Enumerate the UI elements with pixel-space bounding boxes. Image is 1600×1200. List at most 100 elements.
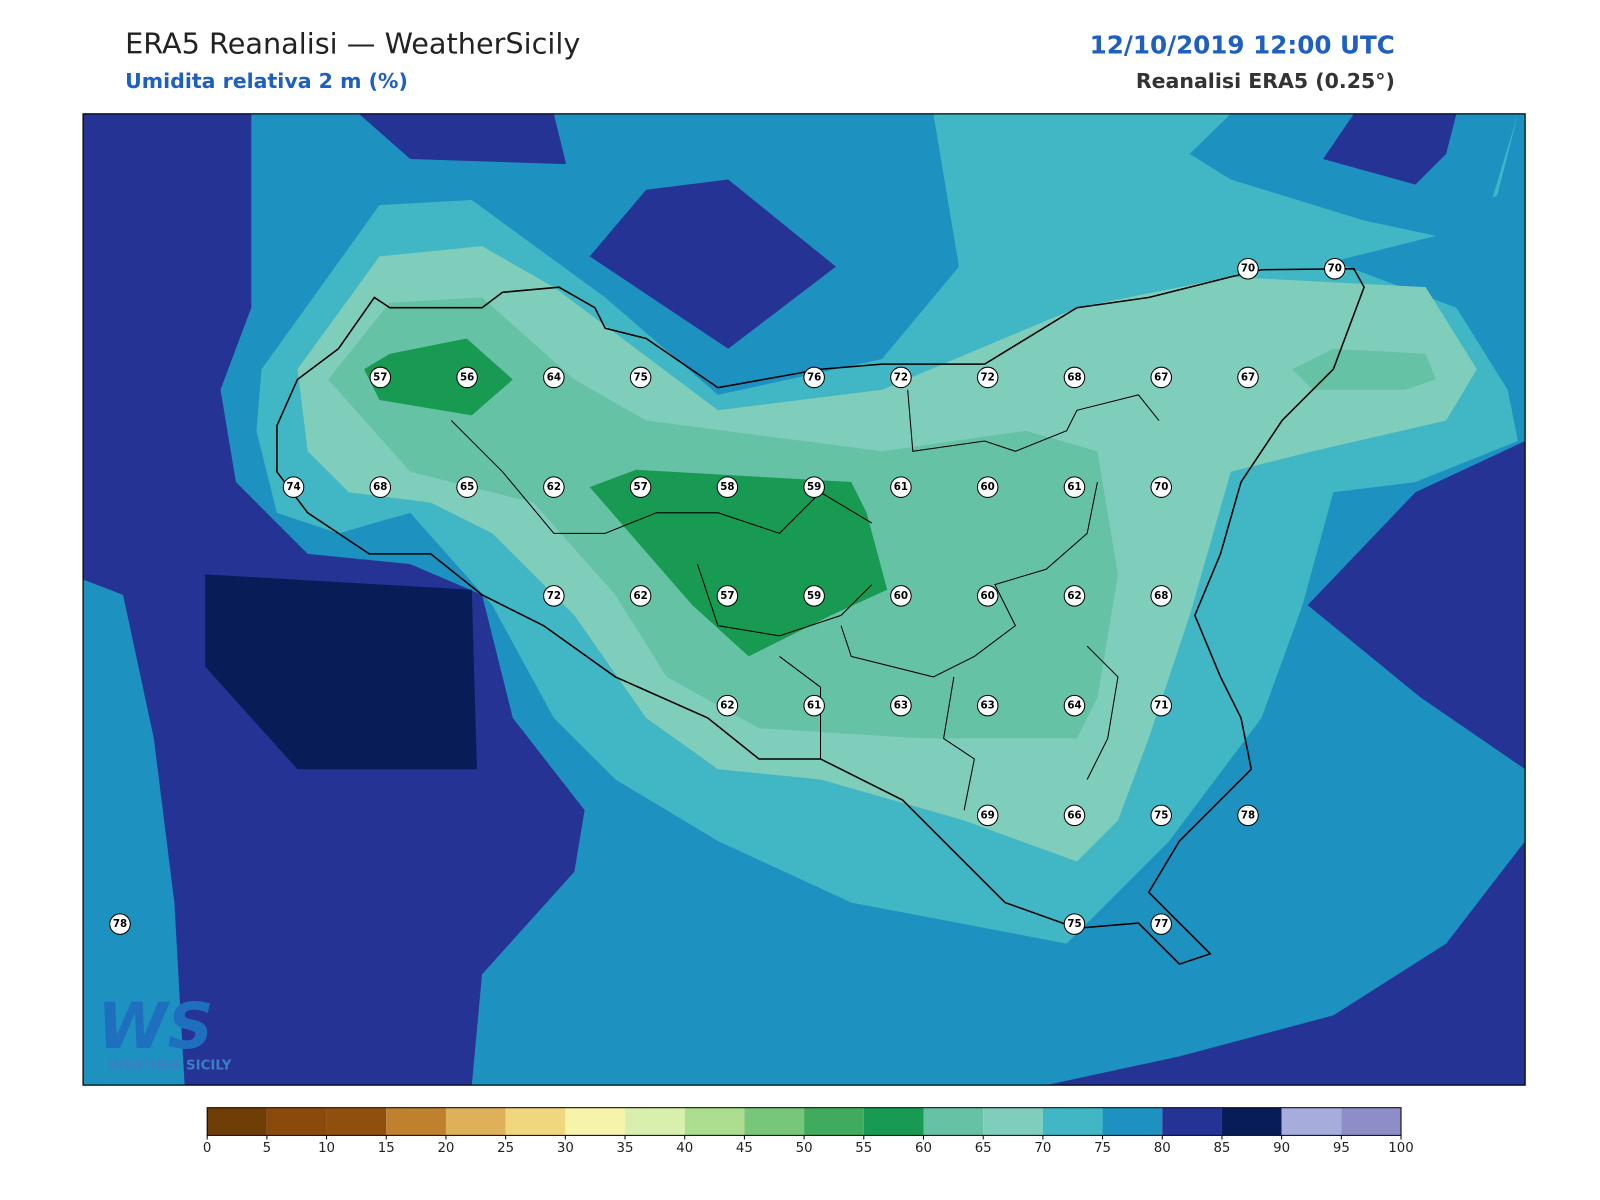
station-marker bbox=[890, 476, 912, 498]
colorbar-swatch bbox=[1162, 1107, 1222, 1136]
station: 70 bbox=[1150, 476, 1172, 498]
station-value: 74 bbox=[286, 481, 300, 493]
station-value: 76 bbox=[807, 371, 821, 383]
station: 56 bbox=[456, 366, 478, 389]
station-value: 57 bbox=[373, 371, 387, 383]
colorbar-tick-label: 90 bbox=[1273, 1141, 1290, 1156]
colorbar-tick-label: 45 bbox=[736, 1141, 753, 1156]
station-marker bbox=[1063, 913, 1086, 935]
station: 78 bbox=[1237, 804, 1259, 827]
logo-text: WEATHER SICILY bbox=[109, 1059, 232, 1074]
humidity-band bbox=[364, 338, 513, 416]
humidity-band bbox=[358, 113, 567, 165]
colorbar-swatch bbox=[1042, 1107, 1103, 1136]
station-value: 77 bbox=[1154, 918, 1168, 930]
station: 72 bbox=[543, 585, 565, 607]
station-marker bbox=[803, 476, 825, 498]
station: 77 bbox=[1150, 913, 1172, 935]
colorbar-tick-label: 50 bbox=[796, 1141, 813, 1156]
colorbar-tick-label: 100 bbox=[1388, 1141, 1413, 1156]
source: Reanalisi ERA5 (0.25°) bbox=[1136, 69, 1395, 93]
station-marker bbox=[716, 585, 739, 607]
colorbar-swatch bbox=[625, 1107, 685, 1136]
station-marker bbox=[1150, 366, 1172, 389]
colorbar-swatch bbox=[565, 1107, 626, 1136]
province-borders bbox=[450, 389, 1160, 811]
station: 58 bbox=[716, 476, 739, 498]
station-value: 57 bbox=[633, 481, 647, 493]
station: 62 bbox=[543, 476, 565, 498]
station: 61 bbox=[890, 476, 912, 498]
station: 72 bbox=[890, 366, 912, 389]
station-marker bbox=[543, 476, 565, 498]
station-value: 64 bbox=[547, 371, 561, 383]
station-value: 75 bbox=[1067, 918, 1081, 930]
station-value: 62 bbox=[633, 590, 647, 602]
station-marker bbox=[803, 585, 825, 607]
colorbar-tick-label: 40 bbox=[676, 1141, 693, 1156]
station-value: 70 bbox=[1328, 263, 1342, 275]
station-marker bbox=[1063, 366, 1086, 389]
colorbar-tick-label: 65 bbox=[975, 1141, 992, 1156]
station-marker bbox=[456, 366, 478, 389]
station-marker bbox=[1324, 257, 1346, 280]
station-marker bbox=[1063, 585, 1086, 607]
station-marker bbox=[976, 804, 999, 827]
station-marker bbox=[629, 366, 652, 389]
colorbar-swatch bbox=[744, 1107, 805, 1136]
map-frame bbox=[82, 113, 1526, 1086]
station: 62 bbox=[629, 585, 652, 607]
colorbar-swatch bbox=[266, 1107, 327, 1136]
station-value: 59 bbox=[807, 481, 821, 493]
station: 70 bbox=[1324, 257, 1346, 280]
colorbar-tick-label: 30 bbox=[557, 1141, 574, 1156]
station-value: 66 bbox=[1067, 809, 1081, 821]
station: 70 bbox=[1237, 257, 1259, 280]
station-marker bbox=[1150, 694, 1172, 717]
station: 65 bbox=[456, 476, 478, 498]
station-value: 72 bbox=[894, 371, 908, 383]
colorbar-tick-label: 70 bbox=[1034, 1141, 1051, 1156]
station-value: 64 bbox=[1067, 700, 1081, 712]
station-marker bbox=[1150, 804, 1172, 827]
station: 57 bbox=[369, 366, 392, 389]
station-marker bbox=[1150, 476, 1172, 498]
station-value: 61 bbox=[807, 700, 821, 712]
station-marker bbox=[369, 476, 392, 498]
station-value: 56 bbox=[460, 371, 474, 383]
station: 62 bbox=[716, 694, 739, 717]
station: 57 bbox=[716, 585, 739, 607]
station: 60 bbox=[976, 476, 999, 498]
station-value: 70 bbox=[1241, 263, 1255, 275]
colorbar-tick-label: 5 bbox=[263, 1141, 271, 1156]
station-value: 60 bbox=[894, 590, 908, 602]
station-value: 62 bbox=[1067, 590, 1081, 602]
station-value: 70 bbox=[1154, 481, 1168, 493]
humidity-band bbox=[589, 469, 888, 657]
station: 78 bbox=[109, 913, 131, 935]
station: 68 bbox=[1150, 585, 1172, 607]
station-value: 75 bbox=[1154, 809, 1168, 821]
station-value: 78 bbox=[1241, 809, 1255, 821]
station: 64 bbox=[1063, 694, 1086, 717]
station-marker bbox=[282, 476, 305, 498]
colorbar-swatch bbox=[863, 1107, 924, 1136]
colorbar-tick-label: 80 bbox=[1154, 1141, 1171, 1156]
station-value: 78 bbox=[113, 918, 127, 930]
station: 62 bbox=[1063, 585, 1086, 607]
station: 69 bbox=[976, 804, 999, 827]
station-value: 63 bbox=[894, 700, 908, 712]
station: 68 bbox=[369, 476, 392, 498]
station-marker bbox=[716, 476, 739, 498]
station-marker bbox=[1063, 476, 1086, 498]
station-value: 67 bbox=[1154, 371, 1168, 383]
station-marker bbox=[109, 913, 131, 935]
station-value: 72 bbox=[547, 590, 561, 602]
colorbar-tick-label: 0 bbox=[203, 1141, 211, 1156]
title: ERA5 Reanalisi — WeatherSicily bbox=[125, 26, 580, 60]
station-value: 62 bbox=[547, 481, 561, 493]
colorbar-tick-label: 20 bbox=[437, 1141, 454, 1156]
station-value: 61 bbox=[1067, 481, 1081, 493]
coastline bbox=[276, 267, 1365, 965]
colorbar-tick-label: 55 bbox=[855, 1141, 872, 1156]
